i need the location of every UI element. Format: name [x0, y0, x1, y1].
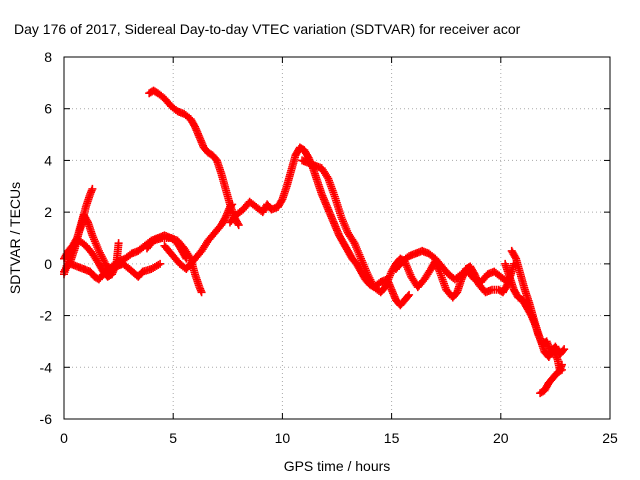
data-point	[403, 292, 412, 301]
axis-ticks: 0 5 10 15 20 25 -6 -4 -2 0 2 4 6 8	[40, 49, 618, 446]
data-point	[323, 172, 332, 181]
data-point	[560, 345, 569, 354]
y-tick-label: 0	[44, 256, 52, 272]
data-point	[556, 366, 565, 375]
x-tick-label: 5	[169, 430, 177, 446]
data-point	[511, 253, 520, 262]
y-axis-label: SDTVAR / TECUs	[7, 182, 23, 294]
chart-title: Day 176 of 2017, Sidereal Day-to-day VTE…	[14, 21, 521, 37]
data-point	[154, 260, 163, 269]
x-tick-label: 25	[602, 430, 618, 446]
x-tick-label: 20	[493, 430, 509, 446]
grid-lines	[64, 57, 610, 419]
data-point	[405, 290, 414, 299]
data-point	[557, 365, 566, 374]
y-tick-label: -4	[40, 359, 53, 375]
data-points	[60, 86, 569, 398]
x-tick-label: 10	[275, 430, 291, 446]
y-tick-label: -2	[40, 308, 53, 324]
y-tick-label: 4	[44, 152, 52, 168]
x-tick-label: 15	[384, 430, 400, 446]
x-axis-label: GPS time / hours	[284, 458, 391, 474]
data-point	[197, 288, 206, 297]
x-tick-label: 0	[60, 430, 68, 446]
data-point	[559, 346, 568, 355]
data-point	[185, 252, 194, 261]
data-point	[234, 221, 243, 230]
y-tick-label: -6	[40, 411, 53, 427]
plot-frame	[63, 56, 611, 420]
y-tick-label: 6	[44, 101, 52, 117]
y-tick-label: 8	[44, 49, 52, 65]
data-point	[156, 259, 165, 268]
data-point	[88, 184, 97, 193]
data-point	[233, 219, 242, 228]
y-tick-label: 2	[44, 204, 52, 220]
data-point	[114, 239, 123, 248]
